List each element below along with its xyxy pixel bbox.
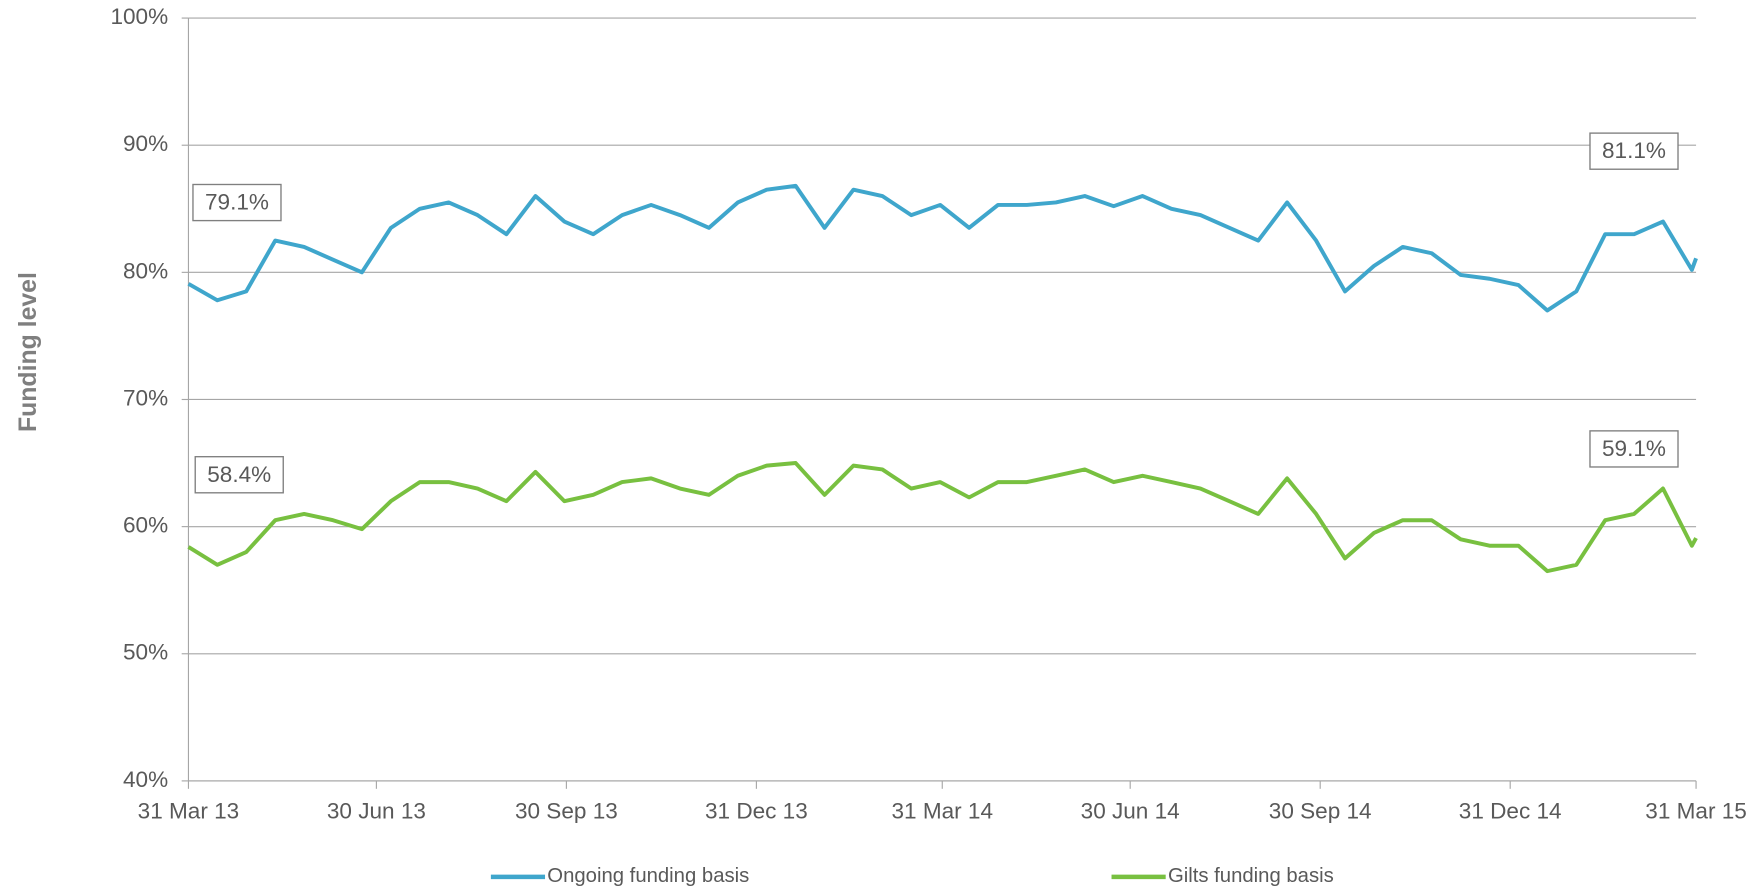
x-tick-label: 31 Mar 15	[1645, 798, 1747, 823]
annotation-label: 79.1%	[205, 190, 269, 215]
y-tick-label: 50%	[123, 640, 168, 665]
legend-label: Ongoing funding basis	[547, 865, 749, 887]
y-tick-label: 40%	[123, 767, 168, 792]
x-tick-label: 31 Dec 14	[1459, 798, 1562, 823]
x-tick-label: 31 Mar 14	[891, 798, 993, 823]
annotation-label: 58.4%	[207, 462, 271, 487]
y-tick-label: 70%	[123, 385, 168, 410]
y-tick-label: 60%	[123, 513, 168, 538]
y-axis-label: Funding level	[15, 272, 42, 432]
annotation-label: 59.1%	[1602, 436, 1666, 461]
series-line	[187, 183, 1698, 313]
legend-label: Gilts funding basis	[1168, 865, 1334, 887]
annotation-box	[1589, 132, 1679, 170]
x-tick-label: 30 Jun 14	[1081, 798, 1180, 823]
annotation-box	[192, 183, 282, 222]
y-tick-label: 90%	[123, 131, 168, 156]
x-tick-label: 31 Mar 13	[138, 798, 240, 823]
annotation-label: 81.1%	[1602, 138, 1666, 163]
annotation-box	[194, 456, 284, 494]
series-line	[187, 461, 1698, 574]
x-tick-label: 30 Sep 13	[515, 798, 618, 823]
x-tick-label: 31 Dec 13	[705, 798, 808, 823]
y-tick-label: 80%	[123, 258, 168, 283]
x-tick-label: 30 Sep 14	[1269, 798, 1372, 823]
y-tick-label: 100%	[110, 4, 168, 29]
annotation-box	[1589, 430, 1679, 468]
x-tick-label: 30 Jun 13	[327, 798, 426, 823]
